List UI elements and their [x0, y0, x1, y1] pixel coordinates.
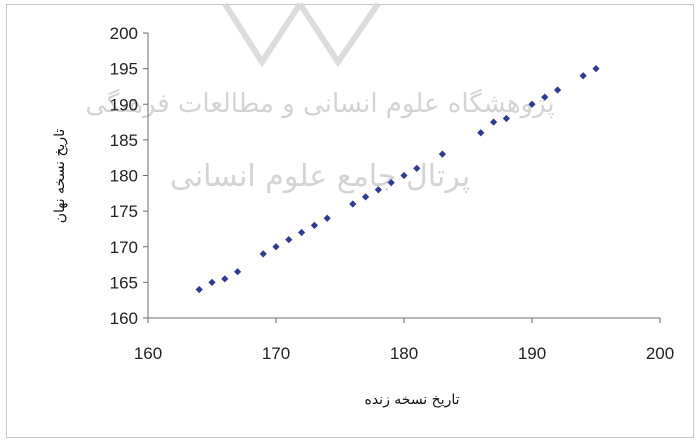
watermark-line2: پرتال جامع علوم انسانی [170, 159, 470, 194]
watermark-line1: پژوهشگاه علوم انسانی و مطالعات فرهنگی [85, 88, 554, 119]
x-axis-title: تاریخ نسخه زنده [364, 392, 459, 408]
x-tick-label: 160 [134, 344, 162, 363]
x-tick-label: 200 [646, 344, 674, 363]
data-point [323, 214, 331, 222]
y-tick-label: 160 [110, 309, 138, 328]
data-point [349, 200, 357, 208]
x-tick-label: 190 [518, 344, 546, 363]
data-point [490, 118, 498, 126]
data-point [272, 243, 280, 251]
y-tick-label: 190 [110, 95, 138, 114]
y-tick-label: 165 [110, 273, 138, 292]
y-tick-label: 195 [110, 60, 138, 79]
data-point [554, 86, 562, 94]
data-point [310, 221, 318, 229]
data-point [259, 250, 267, 258]
data-point [234, 268, 242, 276]
y-axis-title: تاریخ نسخه نهان [52, 129, 68, 224]
data-point [362, 193, 370, 201]
data-point [374, 186, 382, 194]
data-point [502, 114, 510, 123]
data-point [592, 65, 600, 73]
x-tick-label: 180 [390, 344, 418, 363]
y-ticks: 160 165 170 175 180 185 190 195 200 [110, 24, 148, 328]
data-points [195, 65, 600, 294]
data-point [195, 285, 203, 294]
data-point [221, 275, 229, 283]
data-point [477, 129, 485, 137]
data-point [438, 150, 446, 158]
watermark-logo [222, 2, 381, 68]
data-point [528, 100, 536, 108]
data-point [579, 72, 587, 80]
x-ticks: 160 170 180 190 200 [134, 318, 674, 363]
data-point [208, 278, 216, 286]
data-point [387, 179, 395, 187]
y-tick-label: 180 [110, 167, 138, 186]
y-tick-label: 170 [110, 238, 138, 257]
x-tick-label: 170 [262, 344, 290, 363]
data-point [298, 228, 306, 237]
watermark: پژوهشگاه علوم انسانی و مطالعات فرهنگی پر… [85, 2, 555, 194]
y-tick-label: 200 [110, 24, 138, 43]
data-point [541, 93, 549, 101]
y-tick-label: 185 [110, 131, 138, 150]
chart-frame [6, 4, 694, 438]
data-point [413, 164, 421, 172]
data-point [285, 236, 293, 244]
y-tick-label: 175 [110, 202, 138, 221]
data-point [400, 171, 408, 180]
